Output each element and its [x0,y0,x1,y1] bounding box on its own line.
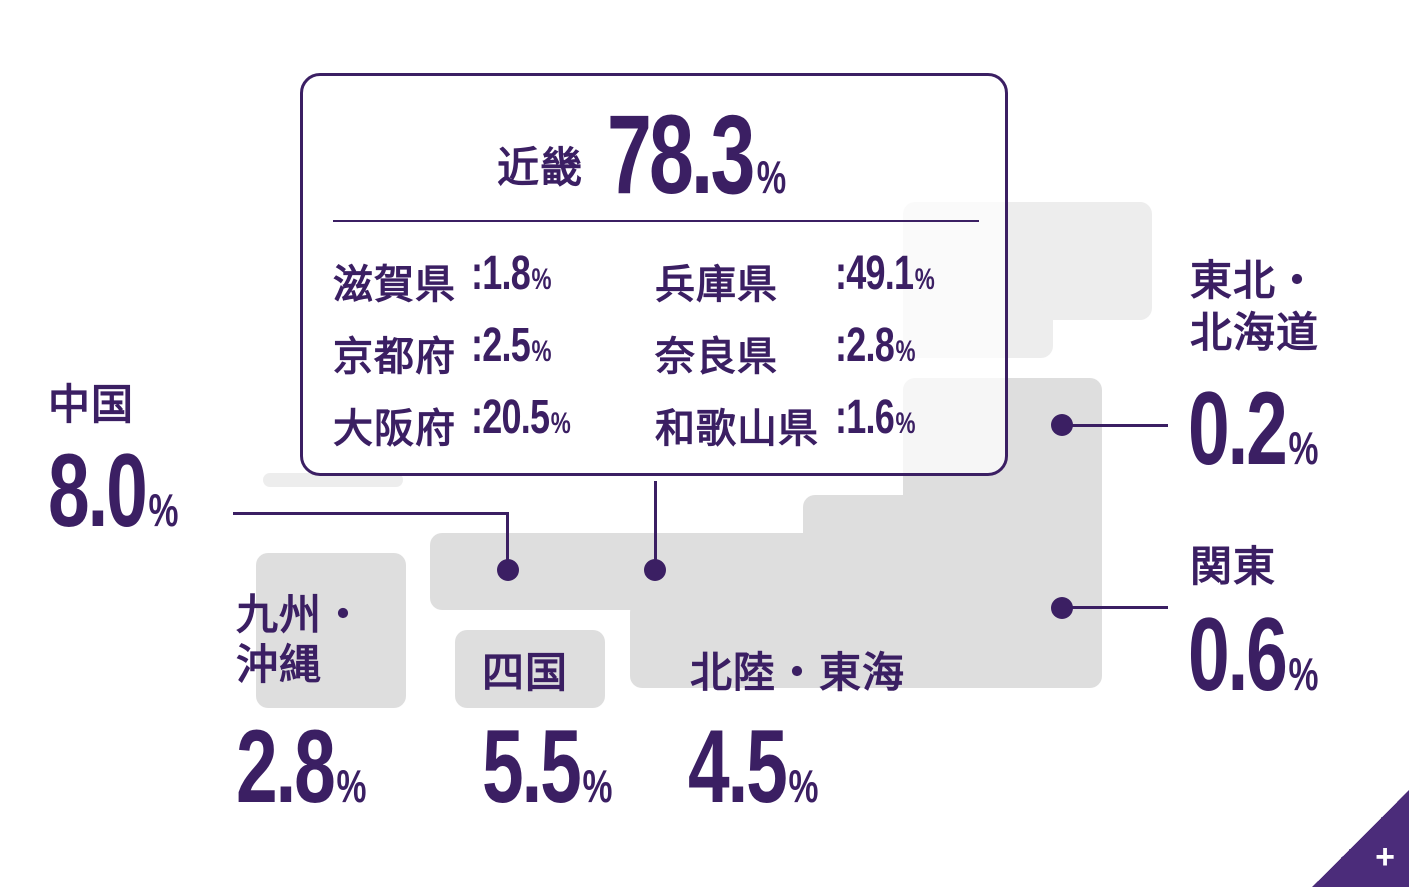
kyushu-label-line2: 沖縄 [236,641,323,688]
pref-name-shiga: 滋賀県 [333,263,456,307]
pref-value-kyoto: :2.5% [471,319,552,372]
map-kinki-south [630,600,1002,688]
map-okinawa [263,473,403,487]
tohoku-connector-line [1062,424,1168,427]
callout-divider [333,220,979,222]
pref-value-hyogo: :49.1% [835,247,935,300]
map-kyushu [256,553,406,708]
kinki-region-label: 近畿 [497,144,584,191]
pref-name-wakayama: 和歌山県 [655,407,819,451]
kinki-connector-line [654,481,657,569]
pref-value-shiga: :1.8% [471,247,552,300]
tohoku-value: 0.2% [1188,371,1319,487]
kanto-value: 0.6% [1188,597,1319,713]
chugoku-label: 中国 [48,381,135,428]
chugoku-connector-horizontal [233,512,509,515]
tohoku-label-line1: 東北・ [1190,257,1320,304]
shikoku-value: 5.5% [482,709,613,825]
kanto-label: 関東 [1190,543,1277,590]
kanto-connector-line [1062,606,1168,609]
kyushu-label-line1: 九州・ [236,591,366,638]
pref-value-nara: :2.8% [835,319,916,372]
shikoku-label: 四国 [482,649,569,696]
kinki-callout: 近畿 78.3% 滋賀県 :1.8% 京都府 :2.5% 大阪府 :20.5% … [300,73,1008,476]
tohoku-label-line2: 北海道 [1190,309,1320,356]
kyushu-value: 2.8% [236,709,367,825]
chugoku-value: 8.0% [48,433,179,549]
pref-value-osaka: :20.5% [471,391,571,444]
tohoku-map-marker [1051,414,1073,436]
pref-value-wakayama: :1.6% [835,391,916,444]
kinki-map-marker [644,559,666,581]
hokuriku-label: 北陸・東海 [690,649,906,696]
pref-name-nara: 奈良県 [655,335,778,379]
chugoku-map-marker [497,559,519,581]
expand-button[interactable]: + [1312,790,1409,887]
pref-name-kyoto: 京都府 [333,335,456,379]
hokuriku-value: 4.5% [688,709,819,825]
pref-name-hyogo: 兵庫県 [655,263,778,307]
kanto-map-marker [1051,597,1073,619]
kinki-total-value: 78.3% [607,92,787,217]
pref-name-osaka: 大阪府 [333,407,456,451]
plus-icon: + [1375,838,1395,876]
map-shikoku [455,630,605,708]
chugoku-connector-vertical [506,512,509,568]
